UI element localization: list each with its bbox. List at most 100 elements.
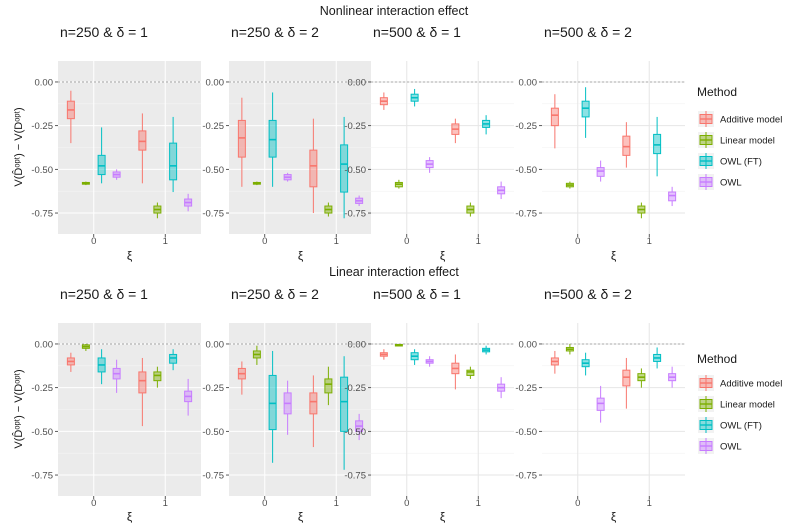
section-title: Nonlinear interaction effect <box>320 4 469 18</box>
box-linear-model <box>394 343 403 347</box>
box-body <box>466 369 475 376</box>
legend-label: Additive model <box>720 115 782 126</box>
box-body <box>581 100 590 118</box>
legend-item: OWL <box>698 174 742 190</box>
section-title: Linear interaction effect <box>329 265 459 279</box>
box-owl <box>497 377 506 399</box>
box-linear-model <box>252 345 261 365</box>
box-linear-model <box>153 202 162 219</box>
box-linear-model <box>565 181 574 189</box>
x-tick-label: 1 <box>163 498 168 509</box>
box-owl-ft <box>410 349 419 365</box>
legend-title: Method <box>697 85 737 99</box>
box-linear-model <box>394 179 403 189</box>
box-body <box>668 191 677 202</box>
box-linear-model <box>324 366 333 406</box>
box-body <box>169 142 178 181</box>
legend-label: OWL <box>720 442 742 453</box>
box-linear-model <box>153 366 162 388</box>
box-additive-model <box>237 97 246 187</box>
y-tick-label: 0.00 <box>206 339 225 350</box>
y-tick-label: 0.00 <box>348 339 367 350</box>
box-linear-model <box>324 202 333 217</box>
box-linear-model <box>466 202 475 217</box>
box-owl-ft <box>340 356 349 470</box>
panel-title: n=500 & δ = 1 <box>373 286 461 302</box>
box-linear-model <box>565 343 574 355</box>
box-owl-ft <box>653 116 662 177</box>
x-tick-label: 0 <box>575 236 580 247</box>
x-tick-label: 0 <box>575 498 580 509</box>
y-tick-label: -0.25 <box>31 121 53 132</box>
box-owl-ft <box>97 349 106 385</box>
panel: n=500 & δ = 2 0.00 -0.25 -0.50 -0.75 0 1 ξ <box>515 286 685 524</box>
y-tick-label: 0.00 <box>348 77 367 88</box>
box-owl <box>596 385 605 423</box>
legend-item: Linear model <box>698 396 775 412</box>
box-additive-model <box>309 375 318 448</box>
x-tick-label: 1 <box>647 498 652 509</box>
x-tick-label: 0 <box>404 498 409 509</box>
y-tick-label: -0.25 <box>344 121 366 132</box>
box-body <box>138 130 147 151</box>
legend-title: Method <box>697 352 737 366</box>
box-owl-ft <box>169 349 178 371</box>
y-tick-label: -0.25 <box>344 383 366 394</box>
box-body <box>268 119 277 158</box>
box-owl-ft <box>340 116 349 219</box>
x-tick-label: 0 <box>262 498 267 509</box>
box-body <box>138 371 147 394</box>
box-additive-model <box>237 361 246 395</box>
box-owl <box>112 359 121 393</box>
y-tick-label: -0.50 <box>202 427 224 438</box>
panel-title: n=250 & δ = 2 <box>231 286 319 302</box>
x-tick-label: 1 <box>476 498 481 509</box>
box-owl <box>668 366 677 388</box>
y-tick-label: -0.75 <box>202 209 224 220</box>
x-tick-label: 1 <box>163 236 168 247</box>
box-owl <box>425 157 434 173</box>
box-owl <box>283 172 292 182</box>
box-body <box>324 378 333 394</box>
y-tick-label: -0.50 <box>202 165 224 176</box>
box-additive-model <box>138 357 147 427</box>
x-axis-label: ξ <box>611 249 617 263</box>
x-axis-label: ξ <box>611 510 617 524</box>
legend-label: Linear model <box>720 136 775 147</box>
y-tick-label: 0.00 <box>519 77 538 88</box>
box-body <box>97 154 106 176</box>
y-tick-label: -0.50 <box>515 165 537 176</box>
box-additive-model <box>451 354 460 390</box>
box-owl-ft <box>482 345 491 355</box>
box-owl-ft <box>581 352 590 376</box>
box-additive-model <box>309 118 318 214</box>
box-additive-model <box>379 349 388 360</box>
y-tick-label: -0.50 <box>31 165 53 176</box>
y-tick-label: 0.00 <box>35 77 54 88</box>
y-tick-label: -0.25 <box>31 383 53 394</box>
y-tick-label: -0.25 <box>515 383 537 394</box>
y-tick-label: -0.75 <box>31 471 53 482</box>
box-owl <box>112 169 121 180</box>
y-tick-label: -0.50 <box>31 427 53 438</box>
box-additive-model <box>550 350 559 374</box>
panel: n=250 & δ = 1 0.00 -0.25 -0.50 -0.75 0 1 ξ <box>31 24 201 263</box>
x-tick-label: 1 <box>334 236 339 247</box>
box-owl-ft <box>268 350 277 463</box>
box-additive-model <box>550 94 559 149</box>
x-tick-label: 1 <box>476 236 481 247</box>
legend: Method Additive model Linear model OWL (FT)… <box>697 85 782 190</box>
legend-label: OWL <box>720 178 742 189</box>
box-additive-model <box>622 357 631 409</box>
y-tick-label: -0.50 <box>515 427 537 438</box>
y-tick-label: 0.00 <box>206 77 225 88</box>
box-owl <box>184 378 193 416</box>
box-body <box>309 149 318 188</box>
panel-title: n=500 & δ = 2 <box>544 24 632 40</box>
x-tick-label: 1 <box>334 498 339 509</box>
legend-item: OWL <box>698 438 742 454</box>
x-tick-label: 0 <box>262 236 267 247</box>
box-body <box>237 119 246 158</box>
panel-title: n=250 & δ = 1 <box>60 286 148 302</box>
